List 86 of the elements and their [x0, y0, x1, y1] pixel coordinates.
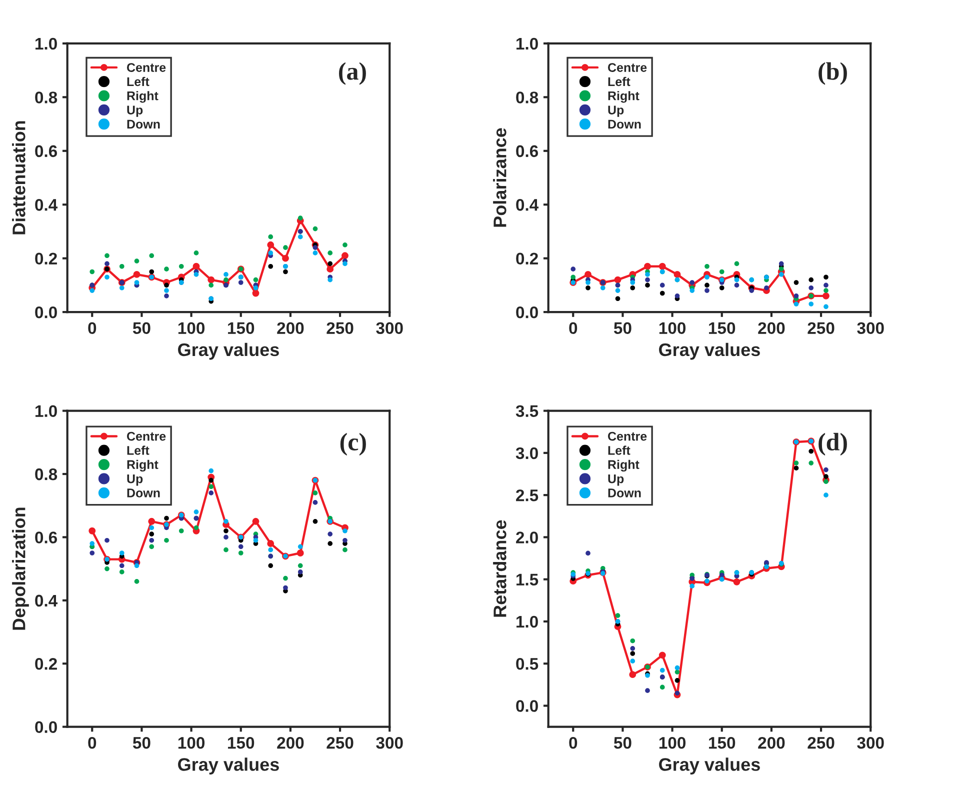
x-tick-label: 250 — [326, 322, 354, 334]
x-tick-label: 300 — [857, 322, 884, 334]
x-tick-label: 300 — [376, 736, 403, 749]
y-tick-label: 0.2 — [35, 658, 57, 670]
legend-label: Left — [608, 76, 630, 86]
y-tick-label: 0.4 — [35, 594, 58, 607]
legend-label: Right — [127, 91, 158, 103]
x-tick-label: 0 — [88, 322, 96, 334]
y-tick-label: 0.8 — [35, 92, 58, 104]
y-tick-label: 1.0 — [36, 405, 57, 418]
x-tick-label: 100 — [659, 736, 686, 749]
legend-label: Centre — [608, 432, 647, 441]
annotation: (d) — [818, 432, 847, 456]
legend-label: Right — [127, 460, 158, 472]
x-tick-label: 200 — [277, 322, 304, 334]
x-tick-label: 50 — [132, 736, 150, 749]
legend-label: Centre — [126, 432, 166, 441]
y-tick-label: 1.0 — [36, 38, 57, 50]
legend-label: Centre — [126, 63, 166, 72]
y-tick-label: 1.0 — [516, 38, 538, 50]
legend-label: Left — [127, 446, 150, 455]
legend-label: Right — [608, 91, 640, 103]
annotation: (b) — [818, 62, 847, 85]
y-axis-title: Retardance — [493, 520, 506, 617]
x-tick-label: 250 — [326, 736, 354, 749]
y-tick-label: 0.5 — [516, 658, 538, 670]
y-tick-label: 1.0 — [516, 616, 538, 628]
x-tick-label: 150 — [228, 736, 254, 749]
legend-label: Down — [608, 120, 641, 129]
x-tick-label: 200 — [277, 736, 304, 749]
y-tick-label: 0.6 — [35, 532, 58, 544]
x-tick-label: 0 — [569, 736, 578, 749]
y-tick-label: 0.2 — [516, 252, 538, 265]
x-axis-title: Gray values — [178, 758, 279, 774]
x-tick-label: 150 — [709, 322, 736, 334]
y-tick-label: 3.5 — [516, 405, 538, 418]
y-tick-label: 0.6 — [516, 145, 538, 158]
x-tick-label: 150 — [709, 736, 736, 749]
x-tick-label: 0 — [569, 322, 578, 334]
x-axis-title: Gray values — [178, 342, 279, 360]
annotation: (a) — [339, 62, 366, 85]
x-tick-label: 100 — [659, 322, 686, 334]
legend-label: Down — [127, 488, 160, 498]
annotation: (c) — [340, 432, 366, 456]
x-tick-label: 250 — [808, 736, 834, 749]
y-axis-title: Polarizance — [493, 128, 506, 227]
x-tick-label: 300 — [376, 322, 403, 334]
y-tick-label: 3.0 — [516, 447, 538, 460]
legend-label: Left — [127, 76, 150, 86]
x-tick-label: 50 — [614, 736, 632, 749]
x-axis-title: Gray values — [659, 758, 760, 774]
y-tick-label: 0.8 — [35, 468, 58, 480]
x-tick-label: 50 — [132, 322, 150, 334]
y-tick-label: 0.4 — [516, 199, 539, 211]
legend-label: Down — [127, 120, 160, 129]
legend-label: Up — [608, 474, 624, 486]
y-tick-label: 0.0 — [35, 306, 57, 318]
y-tick-label: 0.0 — [516, 700, 538, 712]
legend-label: Left — [608, 446, 630, 455]
y-axis-title: Depolarization — [12, 508, 29, 630]
y-tick-label: 0.4 — [35, 199, 58, 211]
y-tick-label: 2.0 — [516, 532, 538, 544]
legend-label: Up — [608, 106, 624, 117]
x-tick-label: 200 — [758, 736, 785, 749]
y-tick-label: 1.5 — [516, 574, 538, 586]
legend-label: Centre — [608, 63, 647, 72]
y-tick-label: 2.5 — [516, 489, 538, 502]
x-tick-label: 0 — [88, 736, 96, 749]
y-tick-label: 0.0 — [516, 306, 538, 318]
x-tick-label: 200 — [758, 322, 785, 334]
legend-label: Up — [127, 106, 143, 117]
x-tick-label: 50 — [614, 322, 632, 334]
y-tick-label: 0.0 — [35, 721, 57, 734]
y-tick-label: 0.6 — [35, 145, 58, 158]
x-axis-title: Gray values — [659, 342, 760, 360]
x-tick-label: 150 — [228, 322, 254, 334]
x-tick-label: 250 — [808, 322, 834, 334]
y-tick-label: 0.8 — [516, 92, 538, 104]
y-tick-label: 0.2 — [35, 252, 57, 265]
x-tick-label: 100 — [178, 736, 205, 749]
y-axis-title: Diattenuation — [12, 121, 26, 234]
legend-label: Down — [608, 488, 641, 498]
x-tick-label: 100 — [178, 322, 205, 334]
x-tick-label: 300 — [857, 736, 884, 749]
legend-label: Up — [127, 474, 143, 486]
legend-label: Right — [608, 460, 640, 472]
